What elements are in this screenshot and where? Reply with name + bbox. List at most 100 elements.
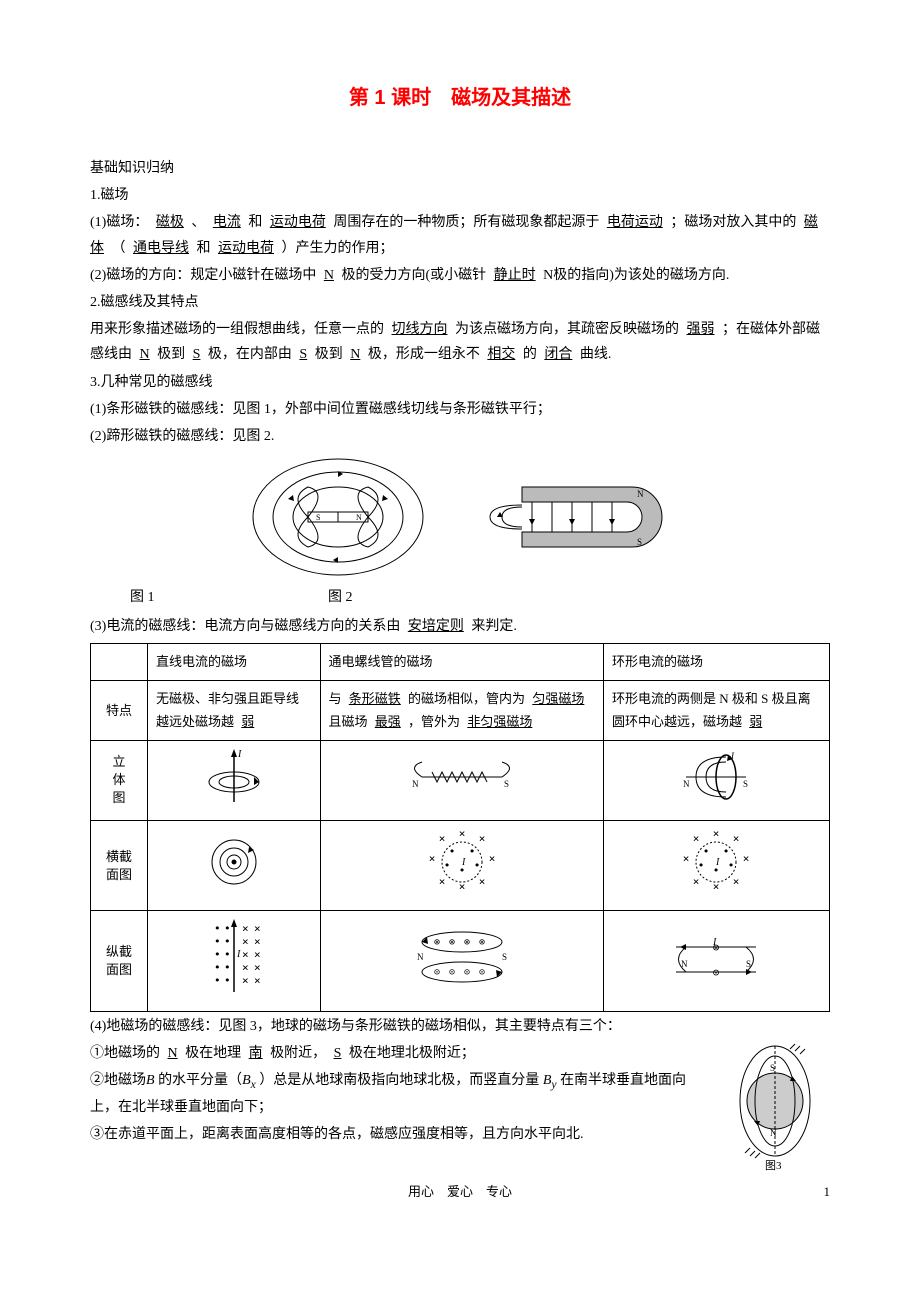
cell-3d-straight: I bbox=[148, 740, 321, 820]
svg-text:•: • bbox=[698, 859, 705, 872]
svg-text:×: × bbox=[438, 832, 445, 845]
text: 用来形象描述磁场的一组假想曲线，任意一点的 bbox=[90, 322, 384, 337]
svg-text:⊗: ⊗ bbox=[434, 937, 440, 948]
svg-text:×: × bbox=[242, 974, 249, 987]
svg-text:•: • bbox=[224, 948, 231, 961]
text: N极的指向)为该处的磁场方向. bbox=[543, 268, 729, 283]
col-straight: 直线电流的磁场 bbox=[148, 644, 321, 680]
blank-ampere-rule: 安培定则 bbox=[404, 619, 468, 634]
blank-geo-n: N bbox=[164, 1046, 182, 1061]
blank-magnetic-pole: 磁极 bbox=[152, 215, 188, 230]
svg-text:•: • bbox=[224, 974, 231, 987]
svg-text:•: • bbox=[224, 961, 231, 974]
blank-charge-motion: 电荷运动 bbox=[603, 215, 667, 230]
svg-text:×: × bbox=[733, 832, 740, 845]
s1-p1: (1)磁场： 磁极 、 电流 和 运动电荷 周围存在的一种物质；所有磁现象都起源… bbox=[90, 210, 830, 260]
text: ）总是从地球南极指向地球北极，而竖直分量 bbox=[259, 1073, 539, 1088]
header-empty bbox=[91, 644, 148, 680]
text: 与 bbox=[329, 691, 342, 706]
cell-long-straight: I •• •• •• •• •• ×× ×× ×× ×× ×× bbox=[148, 911, 321, 1011]
text: (2)磁场的方向：规定小磁针在磁场中 bbox=[90, 268, 316, 283]
svg-text:N: N bbox=[417, 952, 424, 962]
s3-p1: (1)条形磁铁的磁感线：见图 1，外部中间位置磁感线切线与条形磁铁平行； bbox=[90, 397, 830, 422]
text: (3)电流的磁感线：电流方向与磁感线方向的关系由 bbox=[90, 619, 400, 634]
svg-text:I: I bbox=[236, 949, 241, 960]
symbol-Bx: Bx bbox=[242, 1073, 256, 1088]
svg-text:×: × bbox=[254, 961, 261, 974]
bar-magnet-diagram: S N bbox=[238, 457, 438, 577]
svg-text:N: N bbox=[770, 1128, 777, 1138]
svg-text:•: • bbox=[224, 922, 231, 935]
blank-rest: 静止时 bbox=[490, 268, 540, 283]
text: 极在地理北极附近； bbox=[349, 1046, 475, 1061]
svg-text:•: • bbox=[723, 845, 730, 858]
symbol-By: By bbox=[543, 1073, 557, 1088]
blank-uniform: 匀强磁场 bbox=[528, 691, 588, 706]
svg-text:I: I bbox=[461, 857, 466, 868]
text: 极的受力方向(或小磁针 bbox=[341, 268, 486, 283]
row-feature-head: 特点 bbox=[91, 680, 148, 740]
earth-field-figure: S N 图3 bbox=[720, 1041, 830, 1180]
cell-long-solenoid: ⊗⊗⊗⊗ ⊙⊙⊙⊙ N S bbox=[320, 911, 603, 1011]
blank-bar: 条形磁铁 bbox=[345, 691, 405, 706]
table-header-row: 直线电流的磁场 通电螺线管的磁场 环形电流的磁场 bbox=[91, 644, 830, 680]
svg-text:⊗: ⊗ bbox=[449, 937, 455, 948]
svg-text:⊙: ⊙ bbox=[434, 967, 440, 978]
blank-strength: 强弱 bbox=[683, 322, 719, 337]
blank-closed: 闭合 bbox=[540, 347, 576, 362]
fig2-label: 图 2 bbox=[328, 585, 353, 610]
svg-text:•: • bbox=[214, 922, 221, 935]
svg-text:×: × bbox=[254, 922, 261, 935]
row-cross-head: 横截面图 bbox=[91, 821, 148, 911]
text: 且磁场 bbox=[329, 714, 368, 729]
blank-n-pole: N bbox=[320, 268, 338, 283]
s1-p2: (2)磁场的方向：规定小磁针在磁场中 N 极的受力方向(或小磁针 静止时 N极的… bbox=[90, 263, 830, 288]
s3-p2: (2)蹄形磁铁的磁感线：见图 2. bbox=[90, 424, 830, 449]
s4-p2: ①地磁场的 N 极在地理 南 极附近， S 极在地理北极附近； bbox=[90, 1041, 830, 1066]
svg-text:×: × bbox=[242, 961, 249, 974]
text: 无磁极、非匀强且距导线越远处磁场越 bbox=[156, 691, 299, 729]
svg-text:×: × bbox=[242, 922, 249, 935]
text: 的 bbox=[523, 347, 537, 362]
text: （ bbox=[112, 241, 126, 256]
svg-text:S: S bbox=[746, 959, 751, 969]
cell-feature-solenoid: 与 条形磁铁 的磁场相似，管内为 匀强磁场 且磁场 最强 ，管外为 非匀强磁场 bbox=[320, 680, 603, 740]
text: 和 bbox=[248, 215, 262, 230]
svg-text:×: × bbox=[242, 935, 249, 948]
svg-text:×: × bbox=[254, 935, 261, 948]
svg-text:⊙: ⊙ bbox=[449, 967, 455, 978]
s4-p1: (4)地磁场的磁感线：见图 3，地球的磁场与条形磁铁的磁场相似，其主要特点有三个… bbox=[90, 1014, 830, 1039]
page-footer: 用心 爱心 专心 1 bbox=[90, 1180, 830, 1203]
svg-text:I: I bbox=[715, 857, 720, 868]
text: 极，在内部由 bbox=[208, 347, 292, 362]
svg-text:•: • bbox=[214, 974, 221, 987]
svg-text:•: • bbox=[728, 859, 735, 872]
row-3d-head: 立体图 bbox=[91, 740, 148, 820]
cell-cross-solenoid: ××× ×× ××× •• ••• I bbox=[320, 821, 603, 911]
text: 极到 bbox=[315, 347, 343, 362]
text: 极到 bbox=[157, 347, 185, 362]
text: ②地磁场 bbox=[90, 1073, 146, 1088]
svg-text:N: N bbox=[681, 959, 688, 969]
svg-text:S: S bbox=[637, 537, 642, 547]
svg-text:S: S bbox=[502, 952, 507, 962]
s2-p1: 用来形象描述磁场的一组假想曲线，任意一点的 切线方向 为该点磁场方向，其疏密反映… bbox=[90, 317, 830, 367]
text: 极，形成一组永不 bbox=[368, 347, 480, 362]
blank-s2: S bbox=[295, 347, 311, 362]
text: 为该点磁场方向，其疏密反映磁场的 bbox=[455, 322, 679, 337]
blank-s: S bbox=[189, 347, 205, 362]
svg-text:•: • bbox=[468, 845, 475, 858]
svg-text:•: • bbox=[448, 845, 455, 858]
svg-text:×: × bbox=[458, 827, 465, 840]
svg-text:×: × bbox=[428, 852, 435, 865]
svg-text:I: I bbox=[730, 751, 735, 761]
blank-weak2: 弱 bbox=[745, 714, 766, 729]
cell-3d-solenoid: N S bbox=[320, 740, 603, 820]
svg-text:S: S bbox=[316, 513, 320, 522]
blank-n2: N bbox=[346, 347, 364, 362]
svg-text:×: × bbox=[733, 875, 740, 888]
section-intro: 基础知识归纳 bbox=[90, 156, 830, 181]
row-long-head: 纵截面图 bbox=[91, 911, 148, 1011]
cell-3d-loop: N S I bbox=[603, 740, 829, 820]
text: ）产生力的作用； bbox=[282, 241, 394, 256]
